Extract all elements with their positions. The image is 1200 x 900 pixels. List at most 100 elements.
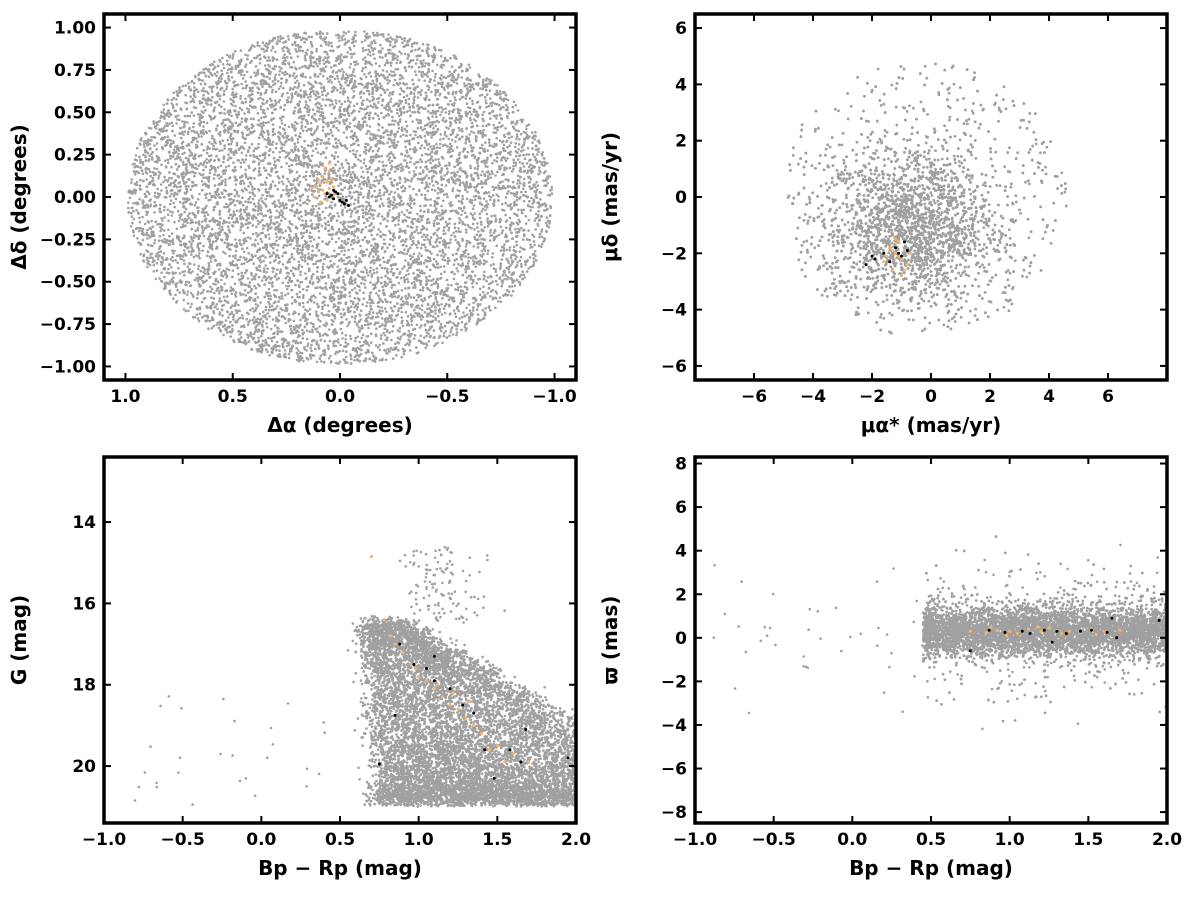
point <box>506 293 510 297</box>
point <box>187 185 190 188</box>
point <box>397 219 401 222</box>
point <box>439 138 442 141</box>
point <box>415 299 418 302</box>
point <box>354 255 358 259</box>
point <box>285 72 289 76</box>
point <box>390 70 393 73</box>
point <box>340 162 344 165</box>
point <box>241 133 245 136</box>
point <box>183 210 186 214</box>
point <box>290 302 294 305</box>
point <box>482 252 485 256</box>
point <box>421 70 425 74</box>
point <box>181 223 185 226</box>
point <box>397 127 401 130</box>
point <box>482 78 485 82</box>
point <box>342 308 345 311</box>
point <box>406 315 410 318</box>
point <box>178 200 182 204</box>
point <box>340 244 343 247</box>
point <box>420 318 423 321</box>
point <box>388 48 392 52</box>
point <box>306 202 309 206</box>
point <box>446 294 449 298</box>
point <box>353 234 357 238</box>
point <box>307 342 310 346</box>
point <box>368 92 371 96</box>
point <box>222 92 226 96</box>
point <box>413 258 417 262</box>
point <box>300 265 304 269</box>
point <box>426 110 430 113</box>
point <box>383 63 387 67</box>
point <box>308 231 312 235</box>
point <box>396 329 400 332</box>
point <box>290 136 294 140</box>
point <box>520 149 523 153</box>
point <box>330 121 333 125</box>
point <box>544 184 548 187</box>
point <box>136 237 139 240</box>
point <box>460 69 464 73</box>
point <box>297 158 301 162</box>
point <box>347 30 351 33</box>
point <box>369 281 372 284</box>
point <box>375 327 378 331</box>
point <box>244 258 247 262</box>
point <box>348 178 352 182</box>
point <box>373 189 376 193</box>
point <box>347 162 351 166</box>
point <box>378 263 382 267</box>
point <box>358 275 361 278</box>
point <box>444 107 447 110</box>
point <box>282 182 285 186</box>
point <box>318 278 321 282</box>
point <box>443 259 447 262</box>
point <box>454 179 458 182</box>
point <box>280 294 284 298</box>
point <box>240 283 243 286</box>
point <box>388 161 392 165</box>
point <box>425 174 428 177</box>
point <box>518 161 522 164</box>
point <box>400 316 404 319</box>
point <box>320 86 323 90</box>
point <box>488 141 491 144</box>
point <box>208 171 212 175</box>
point <box>191 196 194 200</box>
point <box>250 142 254 146</box>
point <box>413 334 417 337</box>
point <box>166 135 170 138</box>
point <box>175 185 178 189</box>
point <box>412 198 416 201</box>
point <box>392 357 395 360</box>
point <box>506 259 510 263</box>
point <box>341 246 345 249</box>
point <box>464 248 468 252</box>
point <box>493 142 497 146</box>
point <box>388 94 391 97</box>
point <box>130 181 133 184</box>
point <box>248 298 252 302</box>
point <box>530 245 534 249</box>
point <box>277 276 281 280</box>
point <box>489 102 492 105</box>
point <box>491 194 495 197</box>
point <box>239 281 242 284</box>
point <box>398 201 402 205</box>
point <box>333 249 336 253</box>
point <box>297 312 301 316</box>
point <box>304 174 308 178</box>
point <box>507 190 510 193</box>
point <box>342 92 345 96</box>
point <box>366 183 369 186</box>
point <box>401 319 404 323</box>
point <box>534 158 537 162</box>
point <box>162 252 166 255</box>
point <box>515 135 519 139</box>
point <box>437 320 441 323</box>
point <box>177 164 181 168</box>
point <box>295 237 298 241</box>
point <box>443 56 447 60</box>
point <box>138 220 142 224</box>
